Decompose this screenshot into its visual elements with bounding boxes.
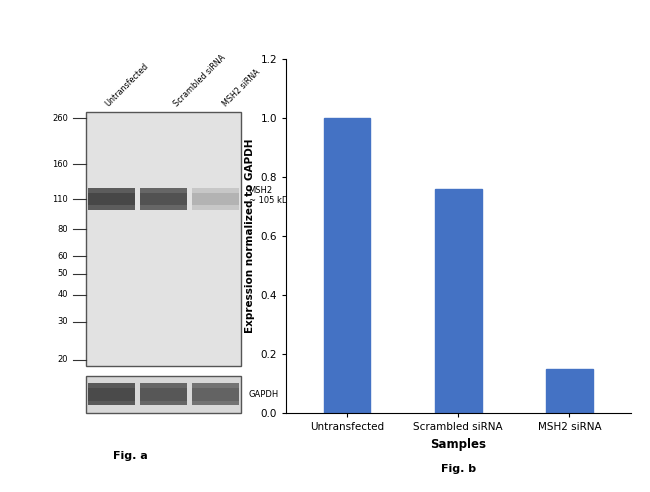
Text: 110: 110 [53, 195, 68, 204]
Bar [192, 388, 239, 401]
Bar [546, 369, 593, 413]
Text: GAPDH: GAPDH [248, 390, 279, 399]
Text: Scrambled siRNA: Scrambled siRNA [172, 53, 227, 108]
Text: MSH2
~ 105 kDa: MSH2 ~ 105 kDa [248, 185, 293, 205]
Bar [324, 118, 370, 413]
Bar [140, 193, 187, 206]
Bar [88, 188, 135, 211]
X-axis label: Samples: Samples [430, 438, 486, 451]
Bar [88, 388, 135, 401]
Text: MSH2 siRNA: MSH2 siRNA [222, 67, 262, 108]
Text: Untransfected: Untransfected [103, 61, 150, 108]
Text: 60: 60 [58, 252, 68, 261]
Bar [435, 189, 482, 413]
Text: 160: 160 [53, 159, 68, 169]
Y-axis label: Expression normalized to GAPDH: Expression normalized to GAPDH [245, 139, 255, 334]
Bar [140, 388, 187, 401]
Text: 40: 40 [58, 290, 68, 299]
Text: Fig. b: Fig. b [441, 464, 476, 474]
Text: 260: 260 [53, 114, 68, 123]
Text: 20: 20 [58, 355, 68, 364]
Bar [192, 188, 239, 211]
Bar [140, 383, 187, 405]
Text: 80: 80 [58, 225, 68, 234]
Text: 30: 30 [58, 317, 68, 326]
Bar [88, 193, 135, 206]
Bar [86, 112, 241, 366]
Bar [192, 383, 239, 405]
Text: Fig. a: Fig. a [112, 451, 148, 461]
Bar [140, 188, 187, 211]
Bar [192, 193, 239, 206]
Bar [86, 376, 241, 412]
Text: 50: 50 [58, 269, 68, 278]
Bar [88, 383, 135, 405]
